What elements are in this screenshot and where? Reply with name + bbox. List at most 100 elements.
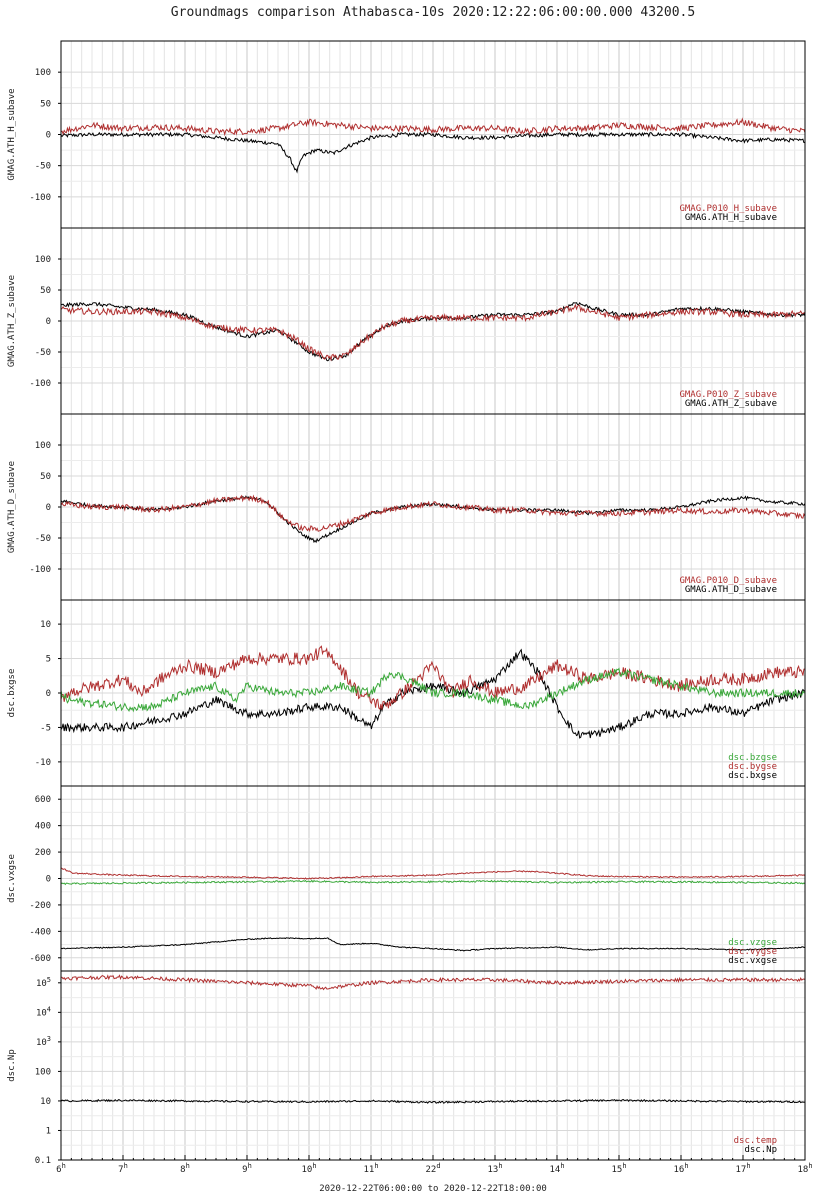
y-tick-label: 0: [46, 131, 51, 141]
time-range-footer: 2020-12-22T06:00:00 to 2020-12-22T18:00:…: [319, 1184, 547, 1194]
series-line-dsc-vxgse: [61, 937, 805, 952]
series-line-dsc-bygse: [61, 645, 805, 711]
y-tick-label: 105: [36, 976, 51, 989]
x-tick-label: 22d: [425, 1162, 440, 1175]
y-tick-label: 0: [46, 689, 51, 699]
series-line-gmag-p010-z-subave: [61, 303, 805, 362]
y-tick-label: -5: [40, 723, 51, 733]
y-tick-exponent: 4: [47, 1005, 51, 1013]
legend-entry: GMAG.ATH_D_subave: [685, 585, 777, 595]
y-axis-label: GMAG.ATH_Z_subave: [7, 275, 17, 367]
y-tick-label: 200: [35, 848, 51, 858]
y-tick-label: -10: [35, 758, 51, 768]
y-tick-label: -200: [29, 901, 51, 911]
y-tick-label: 0: [46, 875, 51, 885]
y-tick-label: 0.1: [35, 1156, 51, 1166]
y-tick-label: 10: [40, 620, 51, 630]
x-tick-label: 11h: [363, 1162, 378, 1175]
y-tick-label: 0: [46, 503, 51, 513]
y-tick-label: -400: [29, 927, 51, 937]
x-tick-suffix: h: [808, 1162, 812, 1170]
legend-entry: dsc.vygse: [728, 947, 777, 957]
legend-entry: dsc.vxgse: [728, 956, 777, 966]
y-tick-label: -50: [35, 534, 51, 544]
x-tick-suffix: h: [684, 1162, 688, 1170]
panel-5: 600 400 200 0 -200 -400 -600 dsc.vxgse dsc.vzgse…: [7, 785, 806, 972]
x-tick-suffix: h: [560, 1162, 564, 1170]
series-line-dsc-vzgse: [61, 879, 805, 886]
series-line-gmag-p010-d-subave: [61, 494, 805, 533]
y-tick-label: 50: [40, 472, 51, 482]
legend-entry: GMAG.P010_H_subave: [679, 204, 777, 214]
y-tick-label: 600: [35, 795, 51, 805]
y-tick-label: 400: [35, 822, 51, 832]
x-tick-label: 16h: [673, 1162, 688, 1175]
legend-entry: dsc.bzgse: [728, 753, 777, 763]
y-tick-label: 103: [36, 1035, 51, 1048]
x-axis: 6h 7h 8h 9h 10h 11h 22d 13h 14h 15h 16h 17h 18h: [56, 1155, 813, 1175]
x-tick-suffix: h: [746, 1162, 750, 1170]
x-tick-suffix: h: [622, 1162, 626, 1170]
y-tick-label: -600: [29, 954, 51, 964]
y-tick-label: 5: [46, 655, 51, 665]
y-tick-label: 1: [46, 1126, 51, 1136]
y-tick-label: 100: [35, 255, 51, 265]
x-tick-suffix: d: [436, 1162, 440, 1170]
legend-entry: GMAG.P010_D_subave: [679, 576, 777, 586]
y-tick-label: 104: [36, 1005, 51, 1018]
y-axis-label: GMAG.ATH_H_subave: [7, 88, 17, 180]
x-tick-suffix: h: [248, 1162, 252, 1170]
x-tick-label: 13h: [487, 1162, 502, 1175]
y-tick-label: 100: [35, 441, 51, 451]
y-tick-label: -50: [35, 348, 51, 358]
x-tick-label: 7h: [118, 1162, 128, 1175]
y-tick-label: 0: [46, 317, 51, 327]
panels-group: 100500-50-100GMAG.ATH_H_subaveGMAG.P010_…: [7, 40, 813, 1175]
y-tick-label: -100: [29, 379, 51, 389]
y-axis-label: dsc.vxgse: [7, 854, 17, 903]
legend-entry: dsc.temp: [734, 1136, 777, 1146]
figure-title: Groundmags comparison Athabasca-10s 2020…: [171, 5, 695, 20]
legend-entry: GMAG.ATH_H_subave: [685, 213, 777, 223]
y-tick-label: -100: [29, 565, 51, 575]
y-axis-label: dsc.Np: [7, 1049, 17, 1082]
x-tick-suffix: h: [498, 1162, 502, 1170]
x-tick-label: 9h: [242, 1162, 252, 1175]
legend-entry: GMAG.ATH_Z_subave: [685, 399, 777, 409]
x-tick-label: 17h: [735, 1162, 750, 1175]
y-axis-label: dsc.bxgse: [7, 669, 17, 718]
x-tick-label: 10h: [301, 1162, 316, 1175]
y-tick-label: 10: [40, 1097, 51, 1107]
x-tick-label: 8h: [180, 1162, 190, 1175]
y-tick-label: 50: [40, 286, 51, 296]
x-tick-suffix: h: [124, 1162, 128, 1170]
series-line-dsc-bzgse: [61, 667, 805, 713]
series-line-dsc-temp: [61, 974, 805, 991]
y-tick-label: -50: [35, 162, 51, 172]
panel-4: 1050-5-10dsc.bxgsedsc.bzgsedsc.bygsedsc.…: [7, 599, 806, 787]
panel-3: 100500-50-100GMAG.ATH_D_subaveGMAG.P010_…: [7, 413, 806, 601]
series-line-dsc-vygse: [61, 867, 805, 880]
legend-entry: dsc.Np: [744, 1145, 777, 1155]
x-tick-suffix: h: [312, 1162, 316, 1170]
x-tick-label: 14h: [549, 1162, 564, 1175]
x-tick-suffix: h: [186, 1162, 190, 1170]
y-axis-label: GMAG.ATH_D_subave: [7, 461, 17, 553]
legend-entry: dsc.bygse: [728, 762, 777, 772]
legend-entry: GMAG.P010_Z_subave: [679, 390, 777, 400]
y-tick-label: 100: [35, 1067, 51, 1077]
panel-2: 100500-50-100GMAG.ATH_Z_subaveGMAG.P010_…: [7, 227, 806, 415]
x-tick-suffix: h: [62, 1162, 66, 1170]
x-tick-label: 6h: [56, 1162, 66, 1175]
x-tick-suffix: h: [374, 1162, 378, 1170]
series-line-dsc-bxgse: [61, 648, 805, 739]
legend-entry: dsc.vzgse: [728, 938, 777, 948]
y-tick-exponent: 3: [47, 1035, 51, 1043]
y-tick-label: 50: [40, 99, 51, 109]
series-line-gmag-p010-h-subave: [61, 117, 805, 137]
series-line-gmag-ath-h-subave: [61, 131, 805, 174]
x-tick-label: 15h: [611, 1162, 626, 1175]
y-tick-exponent: 5: [47, 976, 51, 984]
